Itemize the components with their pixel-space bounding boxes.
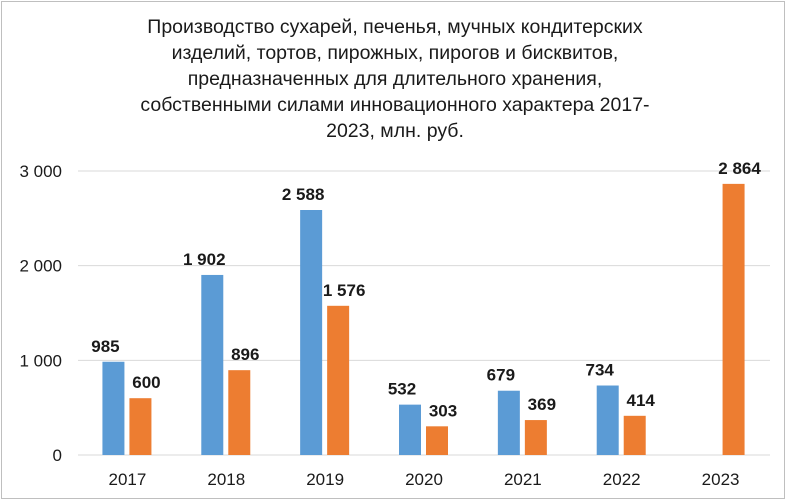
bar-series-2 [129,398,152,455]
y-tick-label: 0 [53,446,62,465]
bar-series-2 [327,305,350,455]
y-tick-label: 2 000 [19,257,62,276]
y-tick-label: 1 000 [19,351,62,370]
bar-series-1 [497,390,520,455]
data-label: 1 576 [323,281,366,300]
x-tick-label: 2020 [405,470,443,489]
x-tick-label: 2022 [603,470,641,489]
y-tick-label: 3 000 [19,162,62,181]
data-label: 532 [388,380,416,399]
data-label: 2 864 [718,159,761,178]
data-label: 600 [132,373,160,392]
bar-series-2 [722,183,745,455]
x-tick-label: 2019 [306,470,344,489]
title-line: 2023, млн. руб. [326,120,464,142]
title-line: собственными силами инновационного харак… [140,94,650,116]
data-label: 734 [586,361,615,380]
bar-series-1 [300,210,323,455]
bar-series-1 [596,385,619,455]
data-label: 369 [528,395,556,414]
bar-series-2 [228,370,251,455]
data-label: 679 [487,366,515,385]
title-line: изделий, тортов, пирожных, пирогов и бис… [171,42,619,64]
bar-series-2 [524,420,547,455]
data-label: 303 [429,401,457,420]
x-tick-label: 2021 [504,470,542,489]
data-label: 414 [627,391,656,410]
data-label: 896 [231,345,259,364]
bar-series-2 [426,426,448,455]
x-tick-label: 2023 [702,470,740,489]
bar-series-2 [623,415,646,455]
data-label: 985 [91,337,119,356]
x-tick-label: 2018 [207,470,245,489]
x-tick-label: 2017 [109,470,147,489]
bar-series-1 [201,274,224,455]
bar-series-1 [102,361,125,455]
data-label: 2 588 [282,185,325,204]
chart-title: Производство сухарей, печенья, мучных ко… [40,14,750,144]
bar-series-1 [399,404,421,455]
title-line: предназначенных для длительного хранения… [187,68,603,90]
title-line: Производство сухарей, печенья, мучных ко… [147,16,643,38]
data-label: 1 902 [183,250,226,269]
